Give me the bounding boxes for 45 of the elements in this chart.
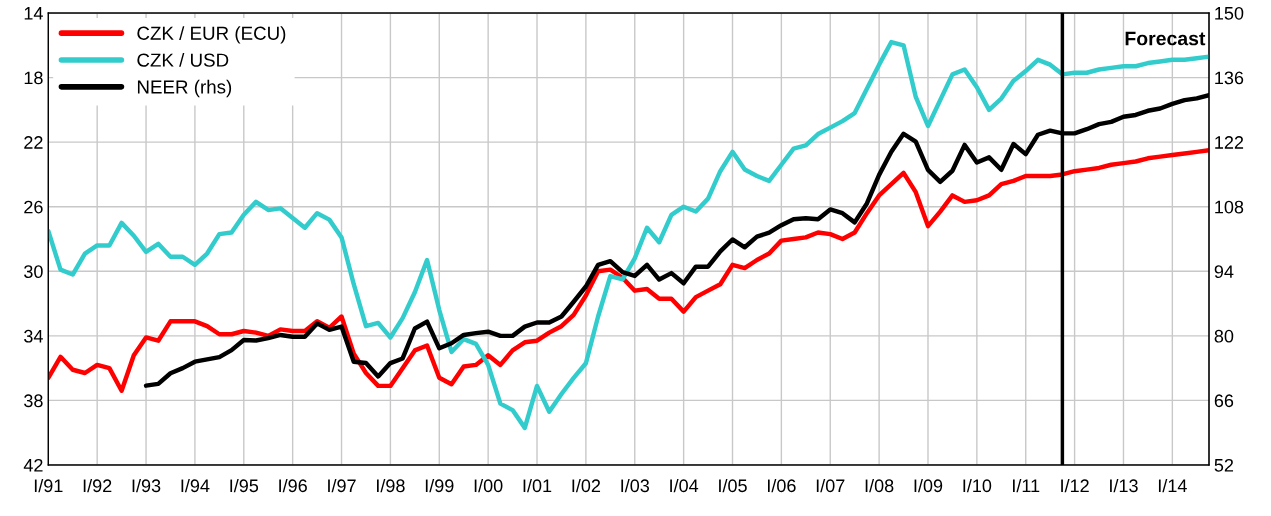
legend-label: CZK / USD <box>137 52 229 67</box>
x-tick-label: I/97 <box>328 478 356 493</box>
x-tick-label: I/12 <box>1061 478 1089 493</box>
y-tick-label: 42 <box>23 458 43 472</box>
y-tick-label: 22 <box>24 136 43 149</box>
x-tick-label: I/11 <box>1013 478 1040 493</box>
y-tick-label: 38 <box>24 394 43 408</box>
x-tick-label: I/05 <box>719 478 747 493</box>
line-series <box>48 147 1209 393</box>
y2-tick-label: 122 <box>1215 136 1244 149</box>
x-tick-label: I/93 <box>132 478 161 493</box>
x-tick-label: I/99 <box>425 478 454 493</box>
y2-tick-label: 94 <box>1214 265 1234 279</box>
x-tick-label: I/06 <box>767 478 796 493</box>
x-tick-label: I/14 <box>1158 478 1187 493</box>
x-tick-label: I/13 <box>1110 478 1138 493</box>
legend-label: CZK / EUR (ECU) <box>137 26 286 44</box>
annotation: Forecast <box>1125 31 1206 46</box>
y-tick-label: 14 <box>24 7 43 20</box>
y2-tick-label: 66 <box>1214 394 1234 408</box>
x-tick-label: I/08 <box>865 478 894 493</box>
y2-tick-label: 136 <box>1215 71 1244 85</box>
y2-tick-label: 52 <box>1214 458 1234 472</box>
x-tick-label: I/01 <box>523 478 552 493</box>
x-tick-label: I/02 <box>572 478 601 493</box>
x-tick-label: I/96 <box>279 478 307 493</box>
x-tick-label: I/10 <box>963 478 992 493</box>
x-tick-label: I/00 <box>474 478 503 493</box>
x-tick-label: I/07 <box>816 478 845 493</box>
y-tick-label: 30 <box>24 265 43 279</box>
legend-label: NEER (rhs) <box>137 79 232 98</box>
y2-tick-label: 108 <box>1215 200 1244 214</box>
y2-tick-label: 150 <box>1215 6 1244 20</box>
y-tick-label: 26 <box>24 200 43 214</box>
x-tick-label: I/98 <box>377 478 405 493</box>
x-tick-label: I/04 <box>670 478 699 493</box>
x-tick-label: I/95 <box>230 478 259 493</box>
y2-tick-label: 80 <box>1214 329 1234 343</box>
x-tick-label: I/09 <box>914 478 943 493</box>
y-tick-label: 18 <box>24 71 43 85</box>
x-tick-label: I/91 <box>34 478 63 493</box>
x-tick-label: I/94 <box>181 478 210 493</box>
x-tick-label: I/03 <box>621 478 650 493</box>
y-tick-label: 34 <box>24 329 43 343</box>
x-tick-label: I/92 <box>83 478 112 493</box>
